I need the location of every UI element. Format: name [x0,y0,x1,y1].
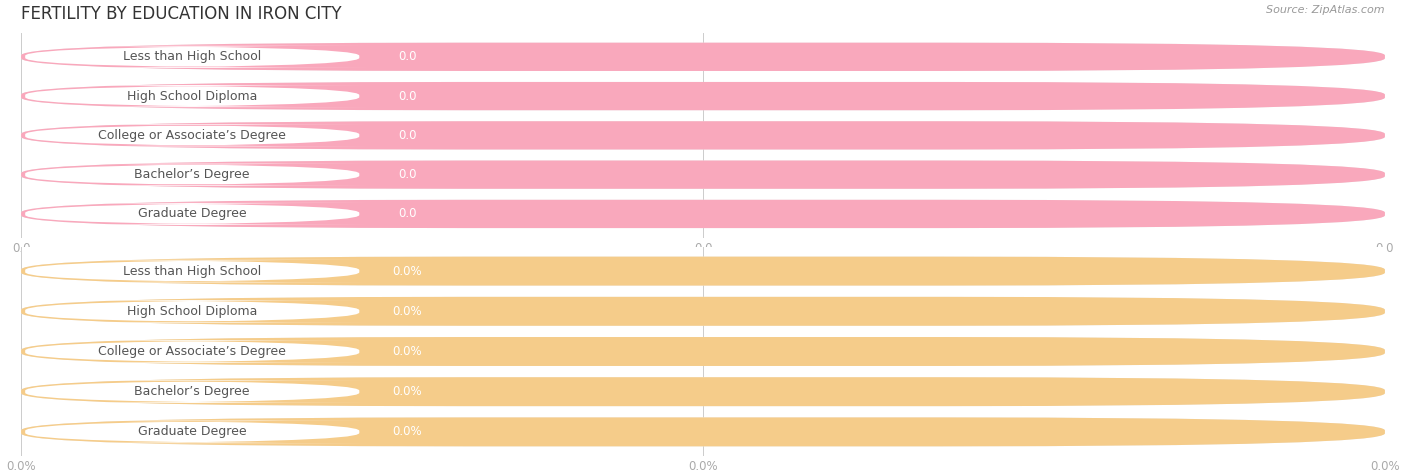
FancyBboxPatch shape [14,300,370,323]
Text: College or Associate’s Degree: College or Associate’s Degree [98,129,287,142]
Text: 0.0: 0.0 [398,168,416,181]
FancyBboxPatch shape [14,163,370,186]
FancyBboxPatch shape [14,203,370,225]
Text: 0.0%: 0.0% [392,345,422,358]
FancyBboxPatch shape [21,256,1385,285]
Text: College or Associate’s Degree: College or Associate’s Degree [98,345,287,358]
Text: Graduate Degree: Graduate Degree [138,426,246,438]
FancyBboxPatch shape [21,43,1385,71]
FancyBboxPatch shape [21,161,1385,189]
FancyBboxPatch shape [21,297,1385,326]
FancyBboxPatch shape [21,161,1385,189]
FancyBboxPatch shape [14,46,370,68]
Text: 0.0%: 0.0% [392,426,422,438]
Text: Bachelor’s Degree: Bachelor’s Degree [135,168,250,181]
FancyBboxPatch shape [21,121,1385,150]
FancyBboxPatch shape [21,82,1385,110]
FancyBboxPatch shape [21,256,1385,285]
Text: 0.0%: 0.0% [392,265,422,277]
FancyBboxPatch shape [14,380,370,403]
FancyBboxPatch shape [14,340,370,363]
FancyBboxPatch shape [21,337,1385,366]
Text: 0.0: 0.0 [398,208,416,220]
Text: 0.0: 0.0 [398,50,416,63]
Text: 0.0%: 0.0% [392,305,422,318]
Text: FERTILITY BY EDUCATION IN IRON CITY: FERTILITY BY EDUCATION IN IRON CITY [21,5,342,23]
FancyBboxPatch shape [14,85,370,107]
Text: High School Diploma: High School Diploma [127,305,257,318]
FancyBboxPatch shape [21,418,1385,446]
Text: Bachelor’s Degree: Bachelor’s Degree [135,385,250,398]
FancyBboxPatch shape [21,297,1385,326]
Text: Less than High School: Less than High School [124,50,262,63]
Text: Source: ZipAtlas.com: Source: ZipAtlas.com [1267,5,1385,15]
Text: 0.0: 0.0 [398,129,416,142]
Text: Less than High School: Less than High School [124,265,262,277]
FancyBboxPatch shape [21,200,1385,228]
Text: Graduate Degree: Graduate Degree [138,208,246,220]
FancyBboxPatch shape [21,337,1385,366]
FancyBboxPatch shape [14,420,370,443]
FancyBboxPatch shape [14,124,370,146]
FancyBboxPatch shape [21,377,1385,406]
FancyBboxPatch shape [21,418,1385,446]
FancyBboxPatch shape [21,82,1385,110]
FancyBboxPatch shape [21,377,1385,406]
Text: 0.0%: 0.0% [392,385,422,398]
FancyBboxPatch shape [21,43,1385,71]
Text: High School Diploma: High School Diploma [127,90,257,103]
Text: 0.0: 0.0 [398,90,416,103]
FancyBboxPatch shape [21,200,1385,228]
FancyBboxPatch shape [14,260,370,283]
FancyBboxPatch shape [21,121,1385,150]
